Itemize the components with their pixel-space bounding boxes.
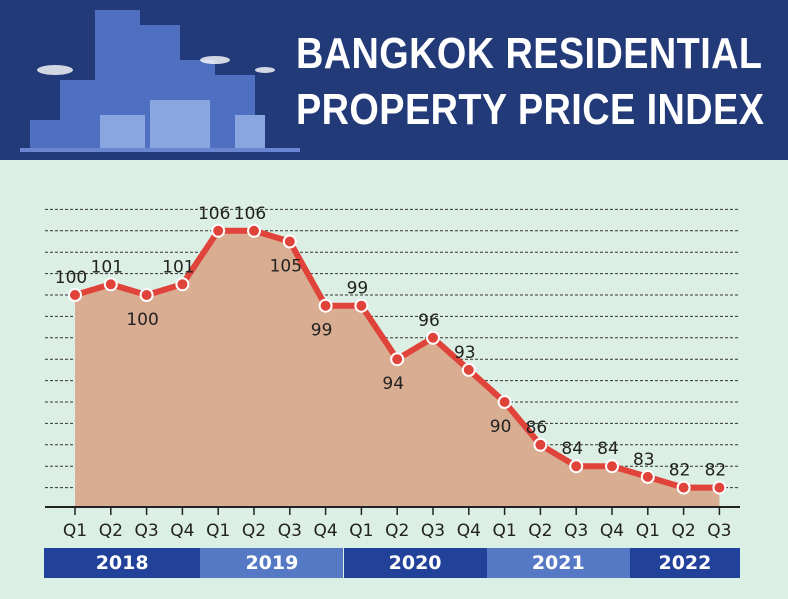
data-label: 84 [561,439,583,459]
x-tick-label: Q2 [242,521,266,541]
data-label: 99 [311,321,333,341]
data-point [211,223,226,238]
data-point [390,352,405,367]
data-label: 86 [526,418,548,438]
header-banner: BANGKOK RESIDENTIAL PROPERTY PRICE INDEX [0,0,788,160]
x-tick-label: Q3 [707,521,731,541]
year-label: 2022 [629,548,740,578]
data-point [676,480,691,495]
data-point [569,459,584,474]
year-label: 2018 [44,548,201,578]
data-label: 82 [705,461,727,481]
data-point [247,223,261,238]
area-fill [75,230,720,508]
city-buildings-illustration [20,10,310,152]
data-label: 84 [597,439,619,459]
year-label: 2019 [200,548,344,578]
data-label: 106 [234,204,266,224]
x-tick-label: Q1 [206,521,230,541]
data-label: 83 [633,450,655,470]
x-tick-label: Q4 [170,521,194,541]
data-label: 101 [91,257,123,277]
x-tick-label: Q3 [564,521,588,541]
data-point [426,330,440,345]
x-tick-label: Q1 [636,521,660,541]
data-point [354,298,369,313]
year-label: 2021 [486,548,630,578]
data-label: 106 [198,204,230,224]
x-tick-label: Q3 [278,521,302,541]
year-label: 2020 [343,548,487,578]
data-point [533,437,548,452]
data-point [712,480,727,495]
data-point [68,288,82,302]
data-label: 96 [418,311,440,331]
data-point [103,277,118,292]
x-tick-label: Q3 [134,521,158,541]
x-tick-label: Q4 [600,521,624,541]
data-label: 82 [669,461,691,481]
title-line-1: BANGKOK RESIDENTIAL [296,29,763,78]
data-point [497,395,512,409]
title-line-2: PROPERTY PRICE INDEX [296,85,765,134]
x-tick-label: Q2 [528,521,552,541]
x-tick-label: Q4 [457,521,481,541]
data-point [605,459,619,474]
data-label: 105 [270,257,302,277]
data-label: 101 [162,257,194,277]
x-tick-label: Q2 [99,521,123,541]
x-tick-label: Q1 [492,521,516,541]
data-point [640,469,655,484]
chart-title: BANGKOK RESIDENTIAL PROPERTY PRICE INDEX [296,26,764,138]
x-tick-label: Q2 [385,521,409,541]
data-point [461,362,476,377]
data-label: 99 [347,279,369,299]
data-point [282,234,297,249]
data-label: 94 [382,374,404,394]
x-tick-label: Q1 [63,521,87,541]
data-label: 100 [126,310,158,330]
x-tick-label: Q3 [421,521,445,541]
x-tick-label: Q1 [349,521,373,541]
data-point [175,277,190,292]
data-label: 90 [490,417,512,437]
x-tick-label: Q4 [313,521,337,541]
data-label: 93 [454,343,476,363]
x-tick-label: Q2 [671,521,695,541]
data-point [139,288,154,302]
data-point [318,298,333,313]
data-label: 100 [55,268,87,288]
